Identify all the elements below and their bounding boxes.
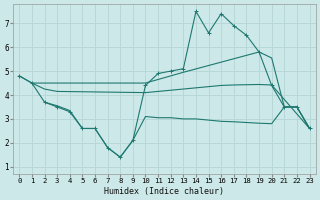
X-axis label: Humidex (Indice chaleur): Humidex (Indice chaleur)	[104, 187, 224, 196]
